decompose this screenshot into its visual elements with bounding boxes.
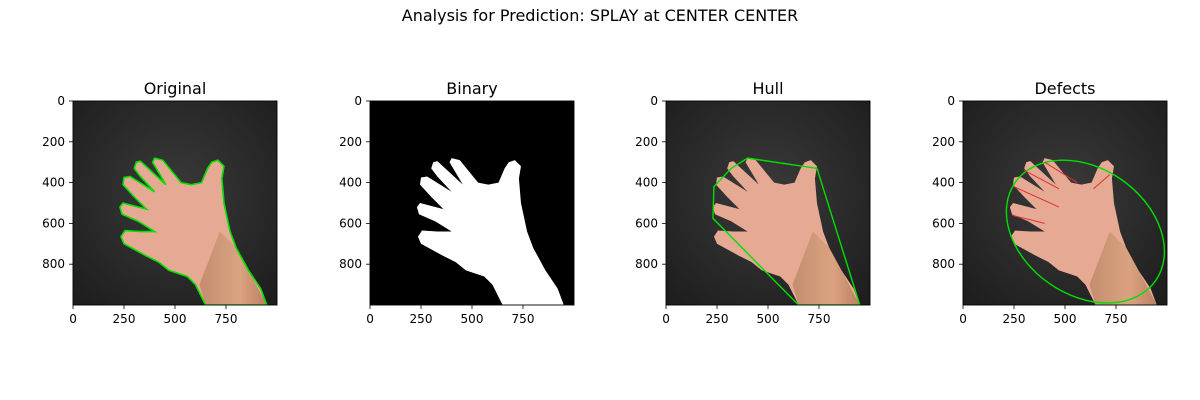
x-tick-label: 500 (164, 312, 187, 326)
y-tick-label: 800 (339, 257, 362, 271)
y-tick-label: 200 (42, 135, 65, 149)
defect-line-4 (1093, 174, 1111, 190)
panel-hull: Hull 0 250 500 750 0 200 400 600 800 (635, 79, 871, 326)
forearm (792, 231, 860, 305)
y-tick-label: 0 (947, 94, 955, 108)
y-tick-label: 400 (42, 176, 65, 190)
panel-binary: Binary 0 250 500 750 0 200 400 600 800 (339, 79, 575, 326)
y-tick-label: 800 (932, 257, 955, 271)
x-tick-label: 0 (959, 312, 967, 326)
x-tick-label: 0 (69, 312, 77, 326)
panel-original: Original 0 250 500 750 0 200 400 600 800 (42, 79, 278, 326)
y-tick-label: 0 (57, 94, 65, 108)
x-tick-label: 250 (706, 312, 729, 326)
panel-defects-image (963, 101, 1167, 305)
x-tick-label: 500 (757, 312, 780, 326)
y-tick-label: 800 (42, 257, 65, 271)
x-tick-label: 750 (512, 312, 535, 326)
convex-hull (712, 157, 861, 305)
y-tick-label: 600 (42, 216, 65, 230)
y-tick-label: 800 (635, 257, 658, 271)
x-tick-label: 0 (366, 312, 374, 326)
y-tick-label: 200 (932, 135, 955, 149)
forearm (199, 231, 267, 305)
y-tick-label: 200 (339, 135, 362, 149)
y-tick-label: 600 (635, 216, 658, 230)
panel-defects-title: Defects (1034, 79, 1095, 98)
x-tick-label: 750 (215, 312, 238, 326)
forearm (1089, 231, 1157, 305)
x-tick-label: 500 (1054, 312, 1077, 326)
y-tick-label: 400 (932, 176, 955, 190)
panel-hull-title: Hull (752, 79, 783, 98)
y-tick-label: 400 (635, 176, 658, 190)
figure-suptitle: Analysis for Prediction: SPLAY at CENTER… (401, 6, 799, 25)
defect-line-0 (1013, 186, 1060, 208)
defect-line-3 (1011, 214, 1045, 224)
x-tick-label: 250 (410, 312, 433, 326)
panel-original-image (73, 101, 277, 305)
panel-binary-title: Binary (446, 79, 497, 98)
panel-hull-image (666, 101, 870, 305)
defect-line-1 (1023, 169, 1060, 190)
x-tick-label: 750 (1105, 312, 1128, 326)
y-tick-label: 600 (339, 216, 362, 230)
y-tick-label: 0 (650, 94, 658, 108)
x-tick-label: 0 (662, 312, 670, 326)
x-tick-label: 500 (461, 312, 484, 326)
y-tick-label: 0 (354, 94, 362, 108)
hand-contour (119, 157, 268, 305)
panel-defects: Defects 0 250 500 750 0 200 400 600 800 (932, 79, 1168, 326)
y-tick-label: 600 (932, 216, 955, 230)
x-tick-label: 250 (113, 312, 136, 326)
y-tick-label: 200 (635, 135, 658, 149)
fitted-ellipse (1005, 159, 1166, 304)
y-tick-label: 400 (339, 176, 362, 190)
hand-mask (416, 158, 564, 305)
defect-line-2 (1044, 161, 1078, 184)
panel-original-title: Original (144, 79, 207, 98)
x-tick-label: 250 (1003, 312, 1026, 326)
x-tick-label: 750 (808, 312, 831, 326)
panel-binary-image (370, 101, 574, 305)
